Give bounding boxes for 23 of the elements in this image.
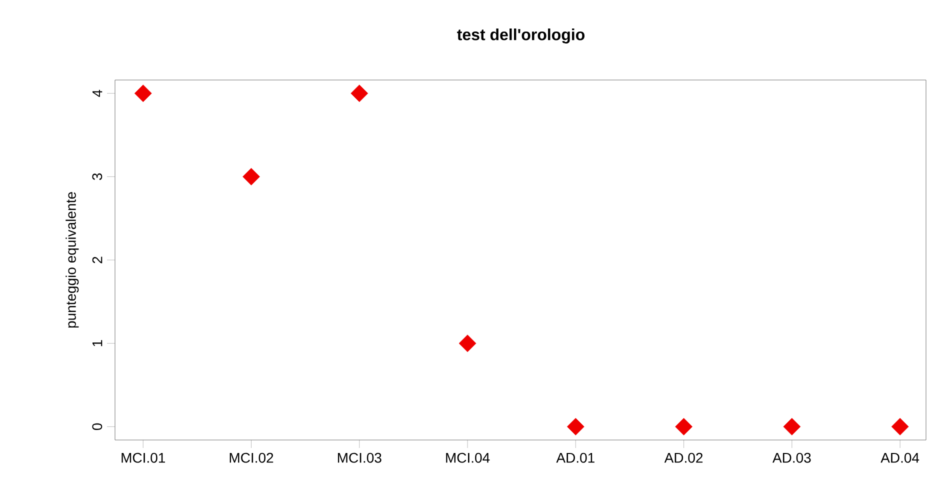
x-tick-label: AD.04 (880, 452, 920, 463)
x-tick-label: MCI.03 (338, 452, 382, 463)
point (675, 418, 692, 436)
x-tick-label: AD.02 (664, 452, 703, 463)
point (350, 84, 368, 102)
point (242, 168, 260, 186)
point (134, 84, 152, 102)
x-tick-label: AD.01 (556, 452, 594, 463)
point (458, 334, 476, 352)
y-tick-label: 2 (92, 256, 102, 264)
x-tick-label: MCI.02 (230, 452, 274, 463)
y-tick-label: 4 (92, 90, 102, 97)
y-axis-title: punteggio equivalente (66, 192, 79, 328)
chart-title: test dell'orologio (457, 28, 585, 44)
x-tick-label: MCI.01 (122, 452, 165, 463)
point (783, 418, 801, 436)
y-tick-label: 3 (92, 173, 102, 180)
y-tick-label: 1 (92, 340, 102, 346)
x-tick-label: AD.03 (772, 452, 811, 463)
point (566, 418, 584, 436)
x-tick-label: MCI.04 (446, 452, 490, 463)
point (891, 418, 909, 436)
y-tick-label: 0 (92, 423, 102, 430)
